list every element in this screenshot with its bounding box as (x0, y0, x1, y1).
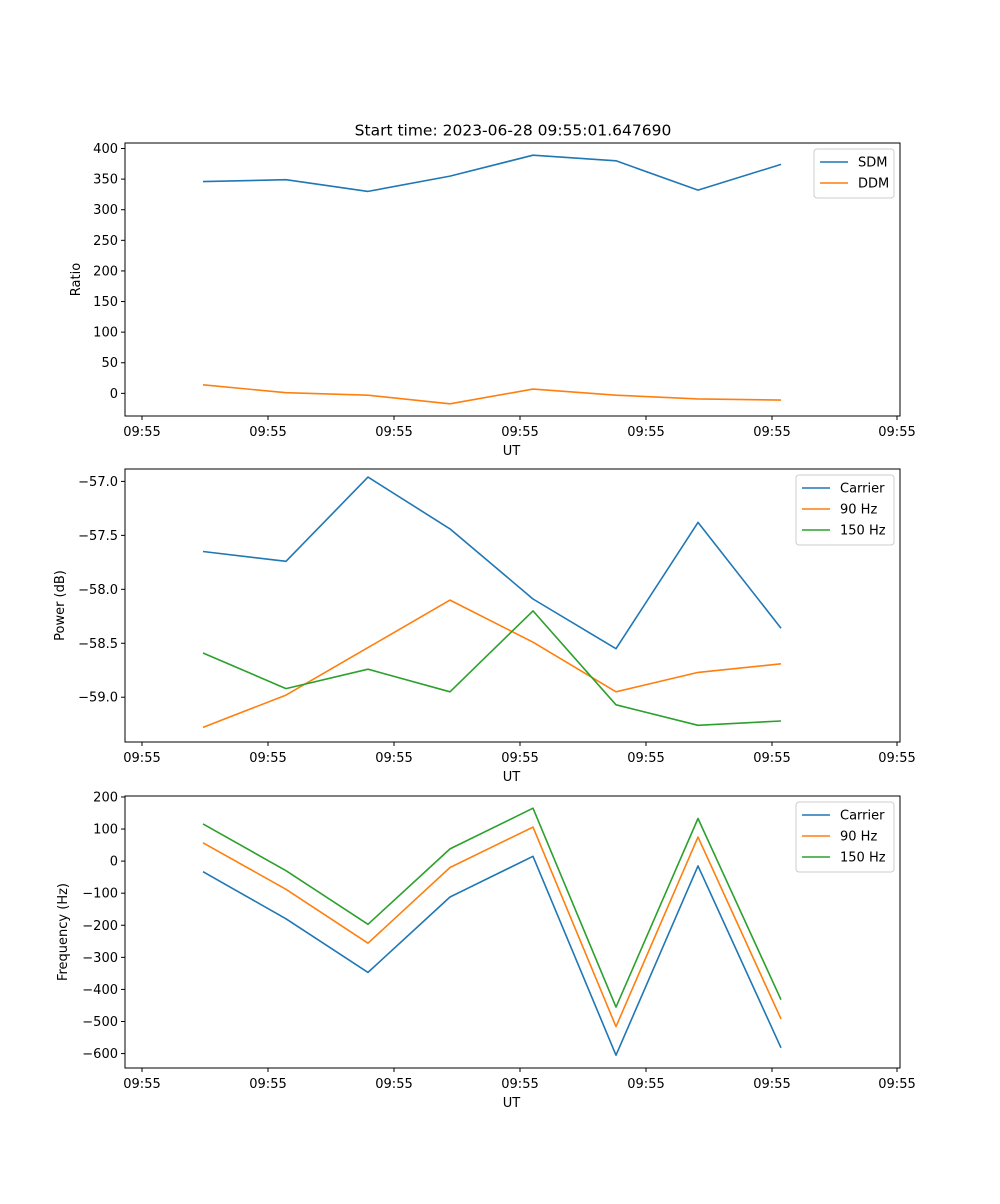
y-tick-label: 150 (93, 295, 118, 310)
series-line (202, 610, 782, 727)
y-tick-label: −500 (82, 1015, 118, 1030)
x-tick-label: 09:55 (375, 425, 412, 440)
x-tick-label: 09:55 (627, 751, 664, 766)
x-tick-label: 09:55 (123, 425, 160, 440)
legend-label: 90 Hz (840, 503, 877, 518)
x-axis-label: UT (503, 1096, 521, 1111)
legend-box (795, 801, 895, 873)
y-tick-label: −600 (82, 1047, 118, 1062)
y-tick-label: 50 (101, 356, 118, 371)
legend-label: Carrier (840, 809, 885, 824)
y-axis-label: Power (dB) (53, 570, 68, 641)
series-line (202, 384, 782, 405)
power-panel: 09:55 09:55 09:55 09:55 09:55 09:55 09:55 −59.0… (53, 468, 916, 785)
axes-frame (124, 795, 901, 1069)
x-tick-label: 09:55 (627, 1077, 664, 1092)
x-tick-label: 09:55 (501, 1077, 538, 1092)
ratio-panel: 09:55 09:55 09:55 09:55 09:55 09:55 09:55 0 50 10… (69, 142, 916, 459)
x-tick-label: 09:55 (753, 425, 790, 440)
y-tick-label: 100 (93, 823, 118, 838)
x-tick-label: 09:55 (249, 751, 286, 766)
x-tick-label: 09:55 (501, 751, 538, 766)
x-axis-label: UT (503, 770, 521, 785)
y-tick-label: 200 (93, 264, 118, 279)
legend-label: Carrier (840, 482, 885, 497)
y-tick-label: 0 (110, 387, 118, 402)
legend-label: 90 Hz (840, 830, 877, 845)
y-tick-label: −58.5 (78, 637, 118, 652)
x-tick-label: 09:55 (627, 425, 664, 440)
y-tick-label: 250 (93, 234, 118, 249)
y-tick-label: −59.0 (78, 691, 118, 706)
legend: SDM DDM (813, 148, 895, 199)
legend-label: 150 Hz (840, 851, 886, 866)
y-tick-label: −400 (82, 983, 118, 998)
series-line (202, 599, 782, 729)
axes-frame (124, 468, 901, 743)
y-axis-label: Ratio (69, 263, 84, 296)
x-tick-label: 09:55 (753, 751, 790, 766)
axes-frame (124, 142, 901, 417)
y-tick-label: −58.0 (78, 583, 118, 598)
x-tick-label: 09:55 (878, 1077, 915, 1092)
x-tick-label: 09:55 (753, 1077, 790, 1092)
y-tick-label: 300 (93, 203, 118, 218)
legend-label: DDM (858, 177, 889, 192)
x-tick-label: 09:55 (123, 751, 160, 766)
y-tick-label: −300 (82, 951, 118, 966)
x-tick-label: 09:55 (249, 425, 286, 440)
series-line (202, 826, 782, 1028)
series-line (202, 855, 782, 1056)
x-axis-label: UT (503, 444, 521, 459)
y-tick-label: 100 (93, 326, 118, 341)
chart-title: Start time: 2023-06-28 09:55:01.647690 (355, 122, 672, 140)
x-tick-label: 09:55 (878, 425, 915, 440)
x-tick-label: 09:55 (375, 751, 412, 766)
y-tick-label: −57.5 (78, 529, 118, 544)
y-tick-label: 0 (110, 855, 118, 870)
x-tick-label: 09:55 (501, 425, 538, 440)
frequency-panel: 09:55 09:55 09:55 09:55 09:55 09:55 09:55 −600 −… (56, 790, 916, 1111)
legend: Carrier 90 Hz 150 Hz (795, 801, 895, 873)
legend-box (795, 474, 895, 546)
legend: Carrier 90 Hz 150 Hz (795, 474, 895, 546)
series-line (202, 154, 782, 193)
y-tick-label: 400 (93, 142, 118, 157)
series-line (202, 476, 782, 650)
y-tick-label: −200 (82, 919, 118, 934)
y-tick-label: −100 (82, 887, 118, 902)
x-tick-label: 09:55 (878, 751, 915, 766)
x-tick-label: 09:55 (375, 1077, 412, 1092)
x-tick-label: 09:55 (123, 1077, 160, 1092)
y-tick-label: 200 (93, 790, 118, 805)
legend-label: 150 Hz (840, 524, 886, 539)
x-tick-label: 09:55 (249, 1077, 286, 1092)
y-tick-label: 350 (93, 173, 118, 188)
legend-label: SDM (858, 156, 887, 171)
y-axis-label: Frequency (Hz) (56, 883, 71, 981)
series-line (202, 807, 782, 1008)
y-tick-label: −57.0 (78, 475, 118, 490)
